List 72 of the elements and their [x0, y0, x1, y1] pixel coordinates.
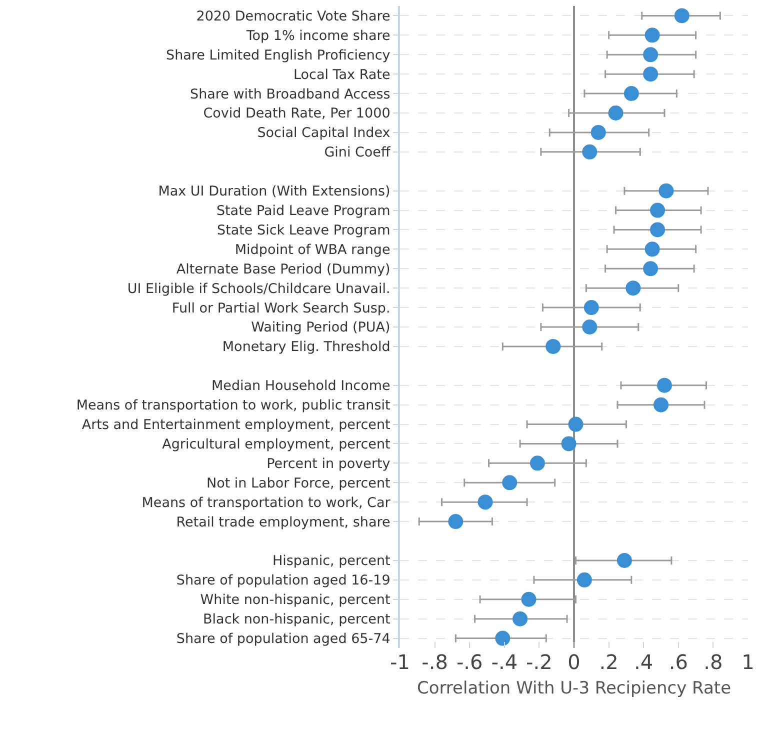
x-tick-label: .6: [668, 650, 688, 674]
point: [478, 494, 493, 510]
point: [644, 242, 660, 257]
point: [650, 202, 666, 218]
point: [674, 8, 690, 24]
y-tick-label: Monetary Elig. Threshold: [222, 339, 390, 356]
y-tick-label: 2020 Democratic Vote Share: [196, 8, 390, 24]
y-tick-label: Gini Coeff: [324, 144, 391, 161]
y-tick-label: Means of transportation to work, Car: [142, 494, 391, 511]
point: [616, 552, 632, 568]
y-tick-label: Top 1% income share: [245, 28, 390, 44]
point: [512, 611, 528, 626]
x-tick-label: 0: [568, 650, 580, 674]
y-tick-label: Retail trade employment, share: [176, 514, 390, 530]
x-tick-label: -.8: [422, 650, 448, 674]
point: [656, 378, 672, 393]
y-tick-label: Midpoint of WBA range: [234, 242, 390, 258]
x-tick-label: -.6: [456, 650, 483, 674]
x-axis-title: Correlation With U-3 Recipiency Rate: [416, 678, 732, 698]
y-tick-label: White non-hispanic, percent: [200, 592, 390, 608]
point: [582, 320, 598, 334]
y-tick-label: Arts and Entertainment employment, percent: [82, 416, 390, 433]
point: [590, 124, 606, 140]
point: [495, 630, 510, 646]
point: [654, 397, 668, 412]
point: [643, 261, 658, 276]
y-tick-label: Black non-hispanic, percent: [203, 612, 390, 628]
point: [568, 416, 584, 432]
y-tick-label: State Sick Leave Program: [217, 222, 390, 238]
y-tick-label: Share Limited English Proficiency: [166, 47, 390, 64]
point: [626, 280, 641, 296]
point: [521, 592, 536, 607]
y-tick-label: UI Eligible if Schools/Childcare Unavail.: [127, 280, 390, 297]
y-tick-label: Local Tax Rate: [293, 66, 390, 83]
point: [576, 572, 592, 588]
y-tick-label: Percent in poverty: [266, 456, 390, 472]
x-tick-label: .2: [599, 650, 618, 674]
point: [502, 475, 518, 490]
point: [608, 106, 624, 120]
y-tick-label: Share with Broadband Access: [190, 86, 390, 102]
point: [624, 86, 639, 102]
x-tick-label: -1: [390, 650, 410, 674]
y-tick-label: Alternate Base Period (Dummy): [176, 261, 390, 278]
point: [582, 144, 598, 160]
point: [643, 66, 658, 82]
point: [530, 456, 545, 471]
point: [448, 514, 464, 530]
point: [561, 436, 576, 452]
y-tick-label: Not in Labor Force, percent: [206, 475, 390, 492]
point: [546, 338, 561, 354]
point: [658, 183, 674, 198]
y-tick-label: Max UI Duration (With Extensions): [158, 184, 390, 200]
y-tick-label: Social Capital Index: [257, 125, 390, 142]
y-tick-label: Means of transportation to work, public transit: [76, 398, 390, 414]
point: [643, 47, 658, 62]
x-tick-label: -.2: [526, 650, 552, 674]
y-tick-label: Full or Partial Work Search Susp.: [172, 300, 390, 316]
y-tick-label: Waiting Period (PUA): [251, 320, 390, 336]
y-tick-label: State Paid Leave Program: [216, 202, 390, 219]
y-tick-label: Covid Death Rate, Per 1000: [203, 106, 390, 122]
y-tick-label: Share of population aged 16-19: [176, 572, 390, 589]
point: [650, 222, 666, 238]
x-tick-label: .8: [704, 650, 723, 674]
x-tick-label: 1: [742, 650, 754, 674]
point: [644, 28, 660, 43]
point: [584, 300, 599, 316]
y-tick-label: Agricultural employment, percent: [162, 436, 390, 452]
x-tick-label: -.4: [491, 650, 518, 674]
x-tick-label: .4: [634, 650, 654, 674]
y-tick-label: Hispanic, percent: [272, 553, 390, 570]
y-tick-label: Share of population aged 65-74: [176, 630, 390, 647]
y-tick-label: Median Household Income: [211, 378, 390, 394]
